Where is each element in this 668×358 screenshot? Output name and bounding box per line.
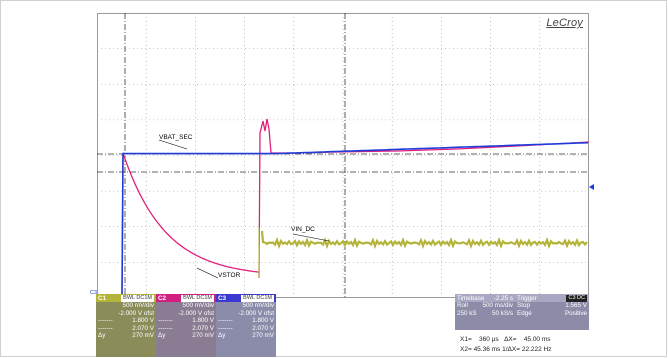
- waveform-canvas: [97, 13, 589, 298]
- cursor2-value: 2.070 V: [132, 324, 154, 332]
- delta-y-value: 270 mV: [252, 332, 274, 339]
- trigger-level: 1.565 V: [565, 302, 587, 309]
- channel-1-panel[interactable]: C1 BWL DC1M 500 mV/div -2.000 V ofst ----…: [96, 294, 156, 357]
- trigger-slope: Positive: [564, 309, 587, 317]
- channel-2-panel[interactable]: C2 BWL DC1M 500 mV/div -2.000 V ofst ----…: [156, 294, 216, 357]
- trigger-state: Stop: [517, 302, 530, 309]
- coupling-chip: BWL DC1M: [181, 294, 214, 302]
- channel-id: C1: [98, 294, 107, 302]
- timebase-time-div: 500 ms/div: [482, 302, 513, 309]
- volts-div: 500 mV/div: [122, 302, 155, 309]
- offset: -2.000 V ofst: [118, 309, 154, 317]
- label-vstor: VSTOR: [218, 272, 241, 279]
- volts-div: 500 mV/div: [182, 302, 215, 309]
- coupling-chip: BWL DC1M: [241, 294, 274, 302]
- label-leader-vbat: [158, 139, 188, 150]
- channel-id: C2: [158, 294, 167, 302]
- trace-c2-vstor: [97, 118, 589, 296]
- coupling-chip: BWL DC1M: [121, 294, 154, 302]
- trigger-title: Trigger: [517, 294, 537, 302]
- cursor2-value: 2.070 V: [252, 324, 274, 332]
- cursor1-value: 1.800 V: [252, 317, 274, 324]
- channel-id: C3: [218, 294, 227, 302]
- screen-border: [97, 13, 589, 298]
- timebase-mode: Roll: [457, 302, 468, 309]
- delta-y-value: 270 mV: [132, 332, 154, 339]
- timebase-delay: -2.25 s: [493, 294, 513, 302]
- trigger-type: Edge: [517, 309, 532, 317]
- delta-y-value: 270 mV: [192, 332, 214, 339]
- timebase-samples: 250 kS: [457, 309, 477, 317]
- cursor1-value: 1.800 V: [132, 317, 154, 324]
- trigger-level-arrow-icon: [589, 184, 594, 190]
- offset: -2.000 V ofst: [178, 309, 214, 317]
- trace-c3-vbat-sec: [97, 141, 589, 296]
- waveform-display[interactable]: LeCroy: [97, 13, 589, 298]
- c3-ground-marker: C3: [90, 290, 98, 296]
- trace-c1-vin-dc: [260, 230, 588, 250]
- volts-div: 500 mV/div: [242, 302, 275, 309]
- label-leader-vstor: [196, 267, 219, 279]
- label-leader-vin: [292, 233, 330, 242]
- channel-3-panel[interactable]: C3 BWL DC1M 500 mV/div -2.000 V ofst ----…: [216, 294, 276, 357]
- timebase-panel[interactable]: Timebase -2.25 s Roll 500 ms/div 250 kS 50 …: [455, 294, 515, 330]
- offset: -2.000 V ofst: [238, 309, 274, 317]
- timebase-title: Timebase: [457, 294, 485, 302]
- cursor1-value: 1.800 V: [192, 317, 214, 324]
- delta-y-label: Δy: [158, 332, 166, 339]
- label-vin-dc: VIN_DC: [291, 226, 315, 233]
- cursor-readout-row-1: X1= 360 µs ΔX= 45.00 ms: [460, 336, 551, 343]
- label-vbat-sec: VBAT_SEC: [159, 134, 193, 141]
- cursor2-value: 2.070 V: [192, 324, 214, 332]
- timebase-rate: 50 kS/s: [492, 309, 513, 317]
- delta-y-label: Δy: [98, 332, 106, 339]
- cursor-readout-row-2: X2= 45.36 ms 1/ΔX= 22.222 Hz: [460, 346, 552, 353]
- trigger-source-chip: C3 DC: [566, 294, 587, 302]
- trigger-panel[interactable]: Trigger C3 DC Stop 1.565 V Edge Positive: [515, 294, 589, 330]
- delta-y-label: Δy: [218, 332, 226, 339]
- lecroy-logo: LeCroy: [546, 17, 583, 29]
